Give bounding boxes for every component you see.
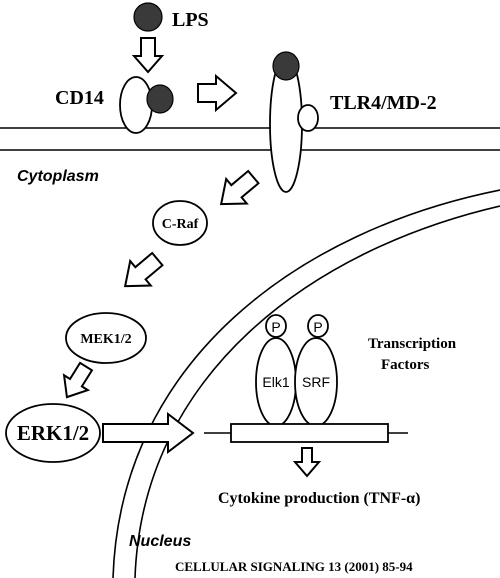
erk-node <box>5 403 101 463</box>
md2-coreceptor <box>297 104 319 132</box>
nuclear-envelope-outer <box>112 189 500 578</box>
arrow-tlr4-to-craf <box>219 169 260 206</box>
erk-label: ERK1/2 <box>17 421 89 445</box>
cytokine-label: Cytokine production (TNF-α) <box>218 490 420 507</box>
nucleus-label: Nucleus <box>129 533 191 550</box>
lps-label: LPS <box>172 9 209 31</box>
phosphate-srf <box>307 314 329 338</box>
arrow-mek-to-erk <box>62 361 94 399</box>
srf-label: SRF <box>302 374 330 390</box>
craf-node <box>152 200 208 246</box>
lps-molecule <box>133 2 163 32</box>
mek-label: MEK1/2 <box>80 332 131 347</box>
mek-node <box>65 312 147 364</box>
tf-label-line2: Factors <box>381 357 429 373</box>
arrow-gene-to-cytokine <box>292 447 322 478</box>
cd14-label: CD14 <box>55 87 104 109</box>
elk1-label: Elk1 <box>262 374 289 390</box>
gene-box <box>230 423 389 443</box>
nuclear-envelope-inner <box>134 205 500 578</box>
cytoplasm-label: Cytoplasm <box>17 168 99 185</box>
lps-bound-cd14 <box>146 84 174 114</box>
lps-bound-tlr4 <box>272 51 300 81</box>
tlr4-label: TLR4/MD-2 <box>330 92 437 114</box>
arrow-craf-to-mek <box>123 251 164 288</box>
craf-label: C-Raf <box>162 217 199 232</box>
cd14-receptor <box>119 76 153 134</box>
citation-label: CELLULAR SIGNALING 13 (2001) 85-94 <box>175 559 413 574</box>
phosphate-srf-label: P <box>313 319 322 335</box>
arrow-cd14-to-tlr4 <box>197 73 238 113</box>
arrow-lps-to-cd14 <box>131 37 165 74</box>
tf-label-line1: Transcription <box>368 336 457 352</box>
phosphate-elk1 <box>265 314 287 338</box>
arrow-erk-to-gene <box>102 411 195 455</box>
phosphate-elk1-label: P <box>271 319 280 335</box>
